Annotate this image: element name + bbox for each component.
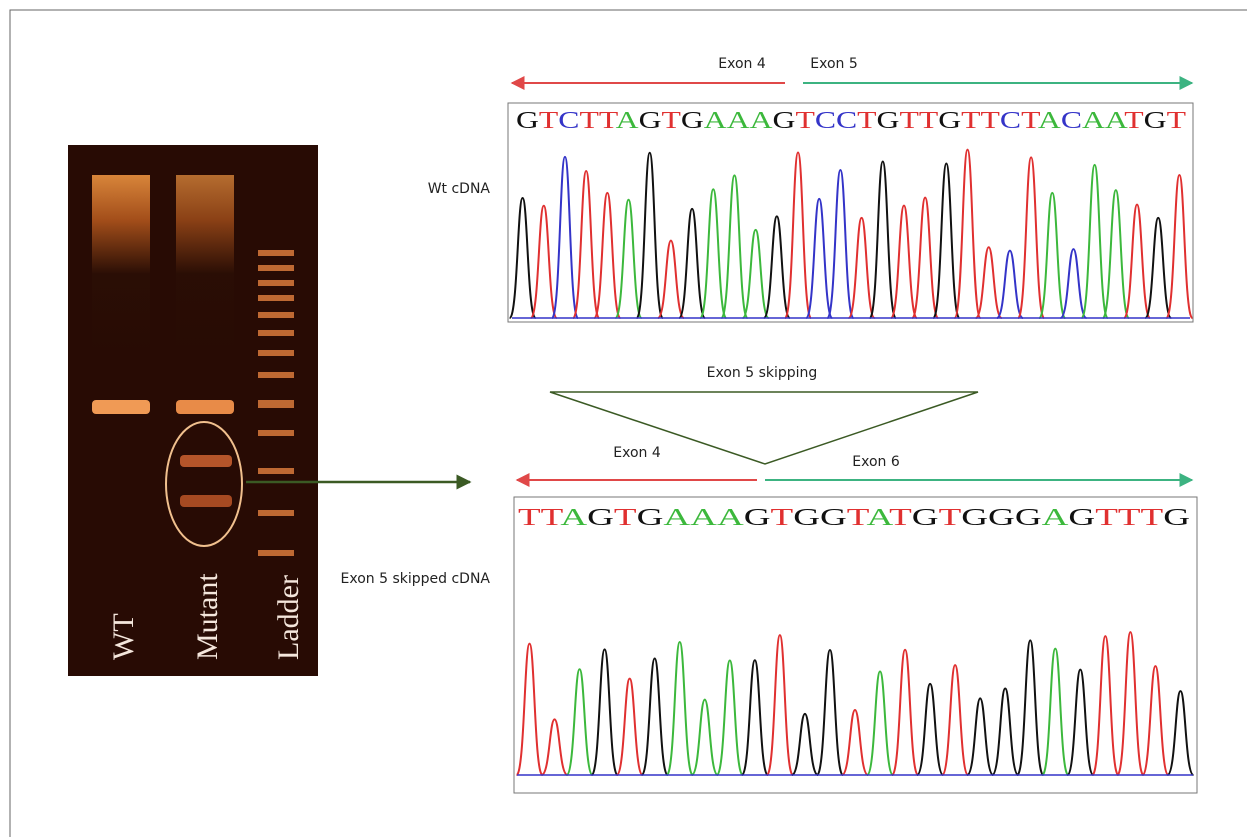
peak xyxy=(572,169,601,319)
peak xyxy=(826,168,855,319)
peak xyxy=(593,191,622,319)
peak xyxy=(784,151,813,319)
peak xyxy=(715,659,744,776)
frame xyxy=(9,9,1247,837)
peak xyxy=(762,215,791,319)
peak xyxy=(635,151,664,319)
peak xyxy=(614,198,643,319)
exon-label: Exon 4 xyxy=(613,445,661,461)
peak xyxy=(1066,668,1095,776)
peak xyxy=(966,697,995,776)
exon-label: Exon 5 xyxy=(810,56,858,72)
peak xyxy=(889,204,918,319)
peak xyxy=(690,698,719,776)
peak xyxy=(1059,248,1088,319)
peak xyxy=(656,239,685,319)
peak xyxy=(590,648,619,776)
exon-label: Exon 4 xyxy=(718,56,766,72)
lane-label: Mutant xyxy=(191,573,224,660)
peak xyxy=(1038,191,1067,319)
peak xyxy=(868,160,897,319)
peak xyxy=(741,228,770,319)
peak xyxy=(1165,173,1194,319)
chromatogram xyxy=(508,148,1194,319)
chromatogram xyxy=(515,631,1195,776)
peak xyxy=(1144,216,1173,319)
peak xyxy=(540,718,569,776)
peak xyxy=(805,197,834,319)
peak xyxy=(515,642,544,776)
lane-label: WT xyxy=(107,613,140,660)
peak xyxy=(847,216,876,319)
peak xyxy=(916,682,945,776)
peak xyxy=(891,648,920,776)
peak xyxy=(932,162,961,319)
peak xyxy=(1080,163,1109,319)
peak xyxy=(678,207,707,319)
peak xyxy=(740,659,769,776)
peak xyxy=(1041,647,1070,776)
peak xyxy=(1016,639,1045,776)
peak xyxy=(1166,690,1195,776)
gel xyxy=(68,145,318,676)
peak xyxy=(790,712,819,776)
peak xyxy=(991,687,1020,776)
peak xyxy=(665,641,694,776)
peak xyxy=(565,668,594,776)
lane-label: Ladder xyxy=(272,575,305,660)
peak xyxy=(765,634,794,776)
sample-label: Exon 5 skipped cDNA xyxy=(341,571,491,587)
peak xyxy=(1123,203,1152,319)
peak xyxy=(911,196,940,319)
peak xyxy=(1017,156,1046,319)
peak xyxy=(615,677,644,776)
peak xyxy=(1091,635,1120,776)
peak xyxy=(1116,631,1145,776)
peak xyxy=(841,708,869,776)
peak xyxy=(508,196,537,319)
peak xyxy=(699,188,728,319)
chromatogram-box xyxy=(513,496,1198,794)
peak xyxy=(1141,665,1170,776)
peak xyxy=(550,155,579,319)
peak xyxy=(941,664,970,776)
peak xyxy=(640,657,669,776)
peak xyxy=(866,670,895,776)
peak xyxy=(974,246,1003,319)
peak xyxy=(720,174,749,319)
exon-label: Exon 6 xyxy=(852,454,900,470)
skipping-label: Exon 5 skipping xyxy=(707,365,818,381)
sample-label: Wt cDNA xyxy=(428,181,491,197)
peak xyxy=(1101,189,1130,319)
peak xyxy=(529,204,558,319)
peak xyxy=(953,148,982,319)
skip-triangle xyxy=(549,391,979,465)
peak xyxy=(995,249,1024,319)
peak xyxy=(815,648,844,776)
